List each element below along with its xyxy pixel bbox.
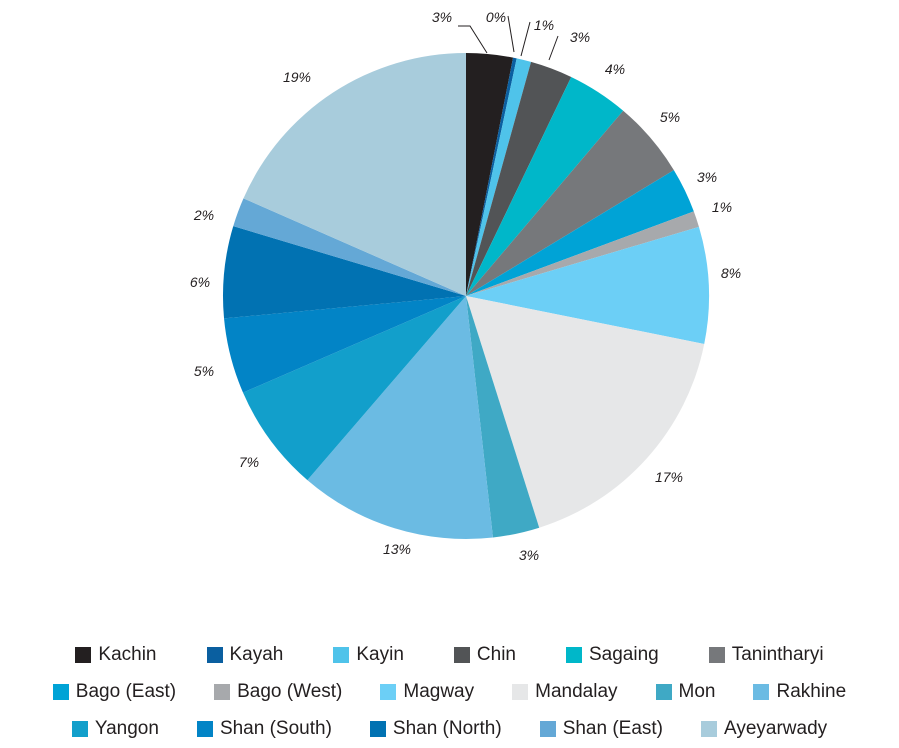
pct-label-rakhine: 13% (383, 541, 411, 557)
pct-label-bago-east: 3% (697, 169, 717, 185)
legend-item-mon: Mon (655, 681, 716, 703)
pct-label-shan-south: 5% (194, 363, 214, 379)
slice-mandalay (466, 296, 705, 528)
pct-label-bago-west: 1% (712, 199, 732, 215)
legend-swatch (539, 721, 556, 737)
pct-label-ayeyarwady: 19% (283, 69, 311, 85)
pct-label-kayin: 1% (534, 17, 554, 33)
legend-swatch (369, 721, 386, 737)
legend-label: Bago (East) (75, 681, 177, 702)
slice-chin (466, 61, 572, 297)
pct-label-yangon: 7% (239, 454, 259, 470)
legend-label: Kachin (98, 644, 157, 665)
legend-swatch (75, 647, 92, 663)
slice-sagaing (466, 76, 624, 296)
legend-swatch (655, 684, 672, 700)
legend-label: Shan (North) (392, 718, 502, 739)
legend-label: Ayeyarwady (724, 718, 828, 739)
legend-item-kayah: Kayah (206, 644, 284, 666)
pct-label-mandalay: 17% (655, 469, 683, 485)
pct-label-tanintharyi: 5% (660, 109, 680, 125)
legend-swatch (380, 684, 397, 700)
legend-swatch (701, 721, 718, 737)
legend-label: Kayah (229, 644, 284, 665)
pie-slices (222, 53, 709, 540)
pct-label-mon: 3% (519, 547, 539, 563)
slice-mon (466, 296, 540, 538)
legend-item-yangon: Yangon (71, 718, 159, 740)
legend-row-2: Bago (East) Bago (West) Magway Mandalay Mon R… (0, 681, 899, 703)
slice-yangon (243, 296, 466, 481)
legend-swatch (708, 647, 725, 663)
legend-swatch (196, 721, 213, 737)
legend-label: Yangon (94, 718, 159, 739)
legend-label: Tanintharyi (731, 644, 824, 665)
legend-item-rakhine: Rakhine (753, 681, 846, 703)
legend-item-shan-south: Shan (South) (196, 718, 332, 740)
legend-row-1: Kachin Kayah Kayin Chin Sagaing Tanintharyi (0, 644, 899, 666)
legend-item-kayin: Kayin (333, 644, 404, 666)
legend-item-tanintharyi: Tanintharyi (708, 644, 824, 666)
legend-label: Mon (678, 681, 716, 702)
pct-label-kachin: 3% (432, 9, 452, 25)
legend-label: Chin (476, 644, 516, 665)
legend-label: Bago (West) (237, 681, 343, 702)
legend-item-ayeyarwady: Ayeyarwady (701, 718, 827, 740)
legend-item-kachin: Kachin (75, 644, 157, 666)
legend-item-sagaing: Sagaing (565, 644, 659, 666)
pie-chart: 3% 0% 1% 3% 4% 5% 3% 1% 8% 17% 3% 13% 7% 5% 6% 2% 19% (190, 9, 741, 563)
slice-ayeyarwady (243, 53, 466, 296)
slice-shan-north (222, 226, 466, 319)
slice-kayin (466, 58, 532, 296)
slice-rakhine (307, 296, 493, 540)
legend-item-mandalay: Mandalay (512, 681, 618, 703)
legend-label: Magway (403, 681, 475, 702)
legend-label: Sagaing (588, 644, 659, 665)
legend-label: Shan (South) (219, 718, 332, 739)
percent-labels: 3% 0% 1% 3% 4% 5% 3% 1% 8% 17% 3% 13% 7% 5% 6% 2% 19% (190, 9, 741, 563)
legend-item-bago-west: Bago (West) (214, 681, 342, 703)
slice-kayah (466, 57, 517, 296)
legend-swatch (206, 647, 223, 663)
pct-label-shan-north: 6% (190, 274, 210, 290)
pct-label-magway: 8% (721, 265, 741, 281)
slice-shan-south (224, 296, 466, 393)
pct-label-chin: 3% (570, 29, 590, 45)
legend-swatch (214, 684, 231, 700)
legend-label: Rakhine (776, 681, 847, 702)
leader-line-kayah (507, 15, 515, 53)
legend-item-shan-east: Shan (East) (539, 718, 664, 740)
legend-item-chin: Chin (453, 644, 516, 666)
slice-shan-east (233, 198, 466, 296)
legend-swatch (71, 721, 88, 737)
pct-label-sagaing: 4% (605, 61, 625, 77)
legend-swatch (453, 647, 470, 663)
legend-item-shan-north: Shan (North) (369, 718, 502, 740)
leader-line-chin (548, 35, 559, 61)
slice-tanintharyi (466, 110, 674, 296)
legend-label: Mandalay (535, 681, 618, 702)
slice-magway (466, 226, 709, 344)
legend-swatch (753, 684, 770, 700)
legend-item-bago-east: Bago (East) (52, 681, 177, 703)
leader-line-kayin (520, 21, 531, 57)
legend-label: Shan (East) (562, 718, 664, 739)
leader-lines (458, 15, 559, 61)
legend-item-magway: Magway (380, 681, 474, 703)
legend-label: Kayin (356, 644, 404, 665)
legend-swatch (52, 684, 69, 700)
legend-swatch (565, 647, 582, 663)
slice-bago-west (466, 211, 699, 296)
pct-label-shan-east: 2% (193, 207, 214, 223)
leader-line-kachin (458, 25, 488, 54)
legend-swatch (333, 647, 350, 663)
pct-label-kayah: 0% (486, 9, 506, 25)
legend-row-3: Yangon Shan (South) Shan (North) Shan (East… (0, 718, 899, 740)
legend-swatch (512, 684, 529, 700)
slice-kachin (466, 53, 514, 296)
slice-bago-east (466, 170, 694, 296)
